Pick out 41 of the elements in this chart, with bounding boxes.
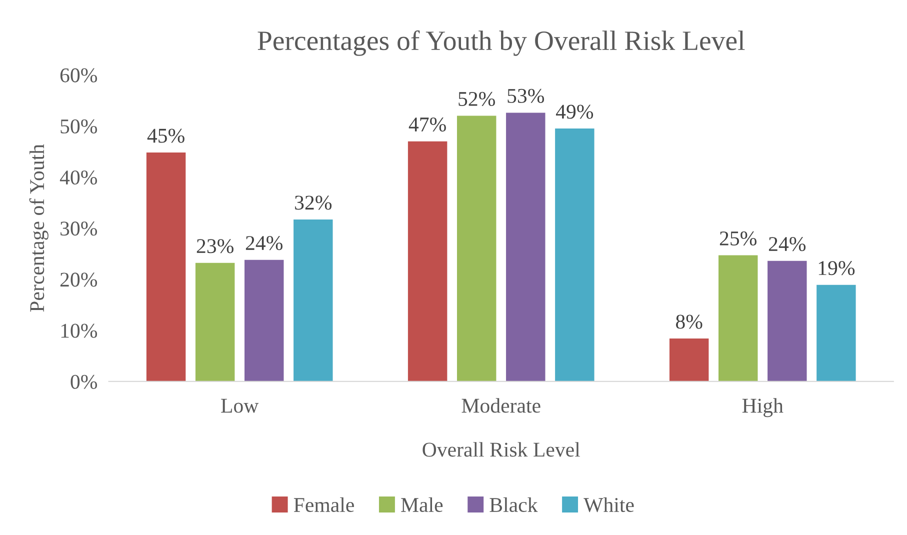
data-label: 45% [147,128,184,143]
x-tick-label: Low [221,398,259,413]
x-axis-title: Overall Risk Level [422,442,580,457]
bar [244,260,284,382]
data-label: 19% [818,261,855,276]
legend-label: Black [490,497,538,512]
data-label: 25% [720,231,756,246]
legend-label: Male [401,497,443,512]
y-tick-label: 20% [60,272,98,287]
bar [555,128,594,382]
legend-label: Female [294,497,354,512]
data-label: 49% [556,104,594,119]
bar [506,112,546,382]
chart-title: Percentages of Youth by Overall Risk Level [258,30,745,56]
y-tick-label: 40% [60,170,98,185]
data-label: 24% [768,237,806,252]
data-label: 52% [458,92,495,106]
y-tick-label: 30% [60,222,98,236]
bar [718,255,758,382]
bar [294,219,333,382]
bar [408,141,448,382]
y-tick-label: 10% [61,324,98,338]
bar [669,338,709,382]
bar [456,116,496,382]
y-tick-label: 0% [70,374,98,389]
data-label: 53% [508,88,544,103]
y-axis-title: Percentage of Youth [29,144,48,312]
y-tick-label: 60% [60,68,98,82]
bar [816,284,856,382]
bar [146,152,186,382]
bar [768,260,807,382]
data-label: 23% [196,239,234,254]
data-label: 24% [246,236,282,250]
legend-label: White [584,497,634,512]
data-label: 8% [676,314,702,329]
data-label: 32% [295,196,332,210]
x-tick-label: High [742,398,784,418]
bar [195,262,235,382]
x-tick-label: Moderate [462,398,540,413]
data-label: 47% [408,117,446,132]
y-tick-label: 50% [60,119,98,134]
